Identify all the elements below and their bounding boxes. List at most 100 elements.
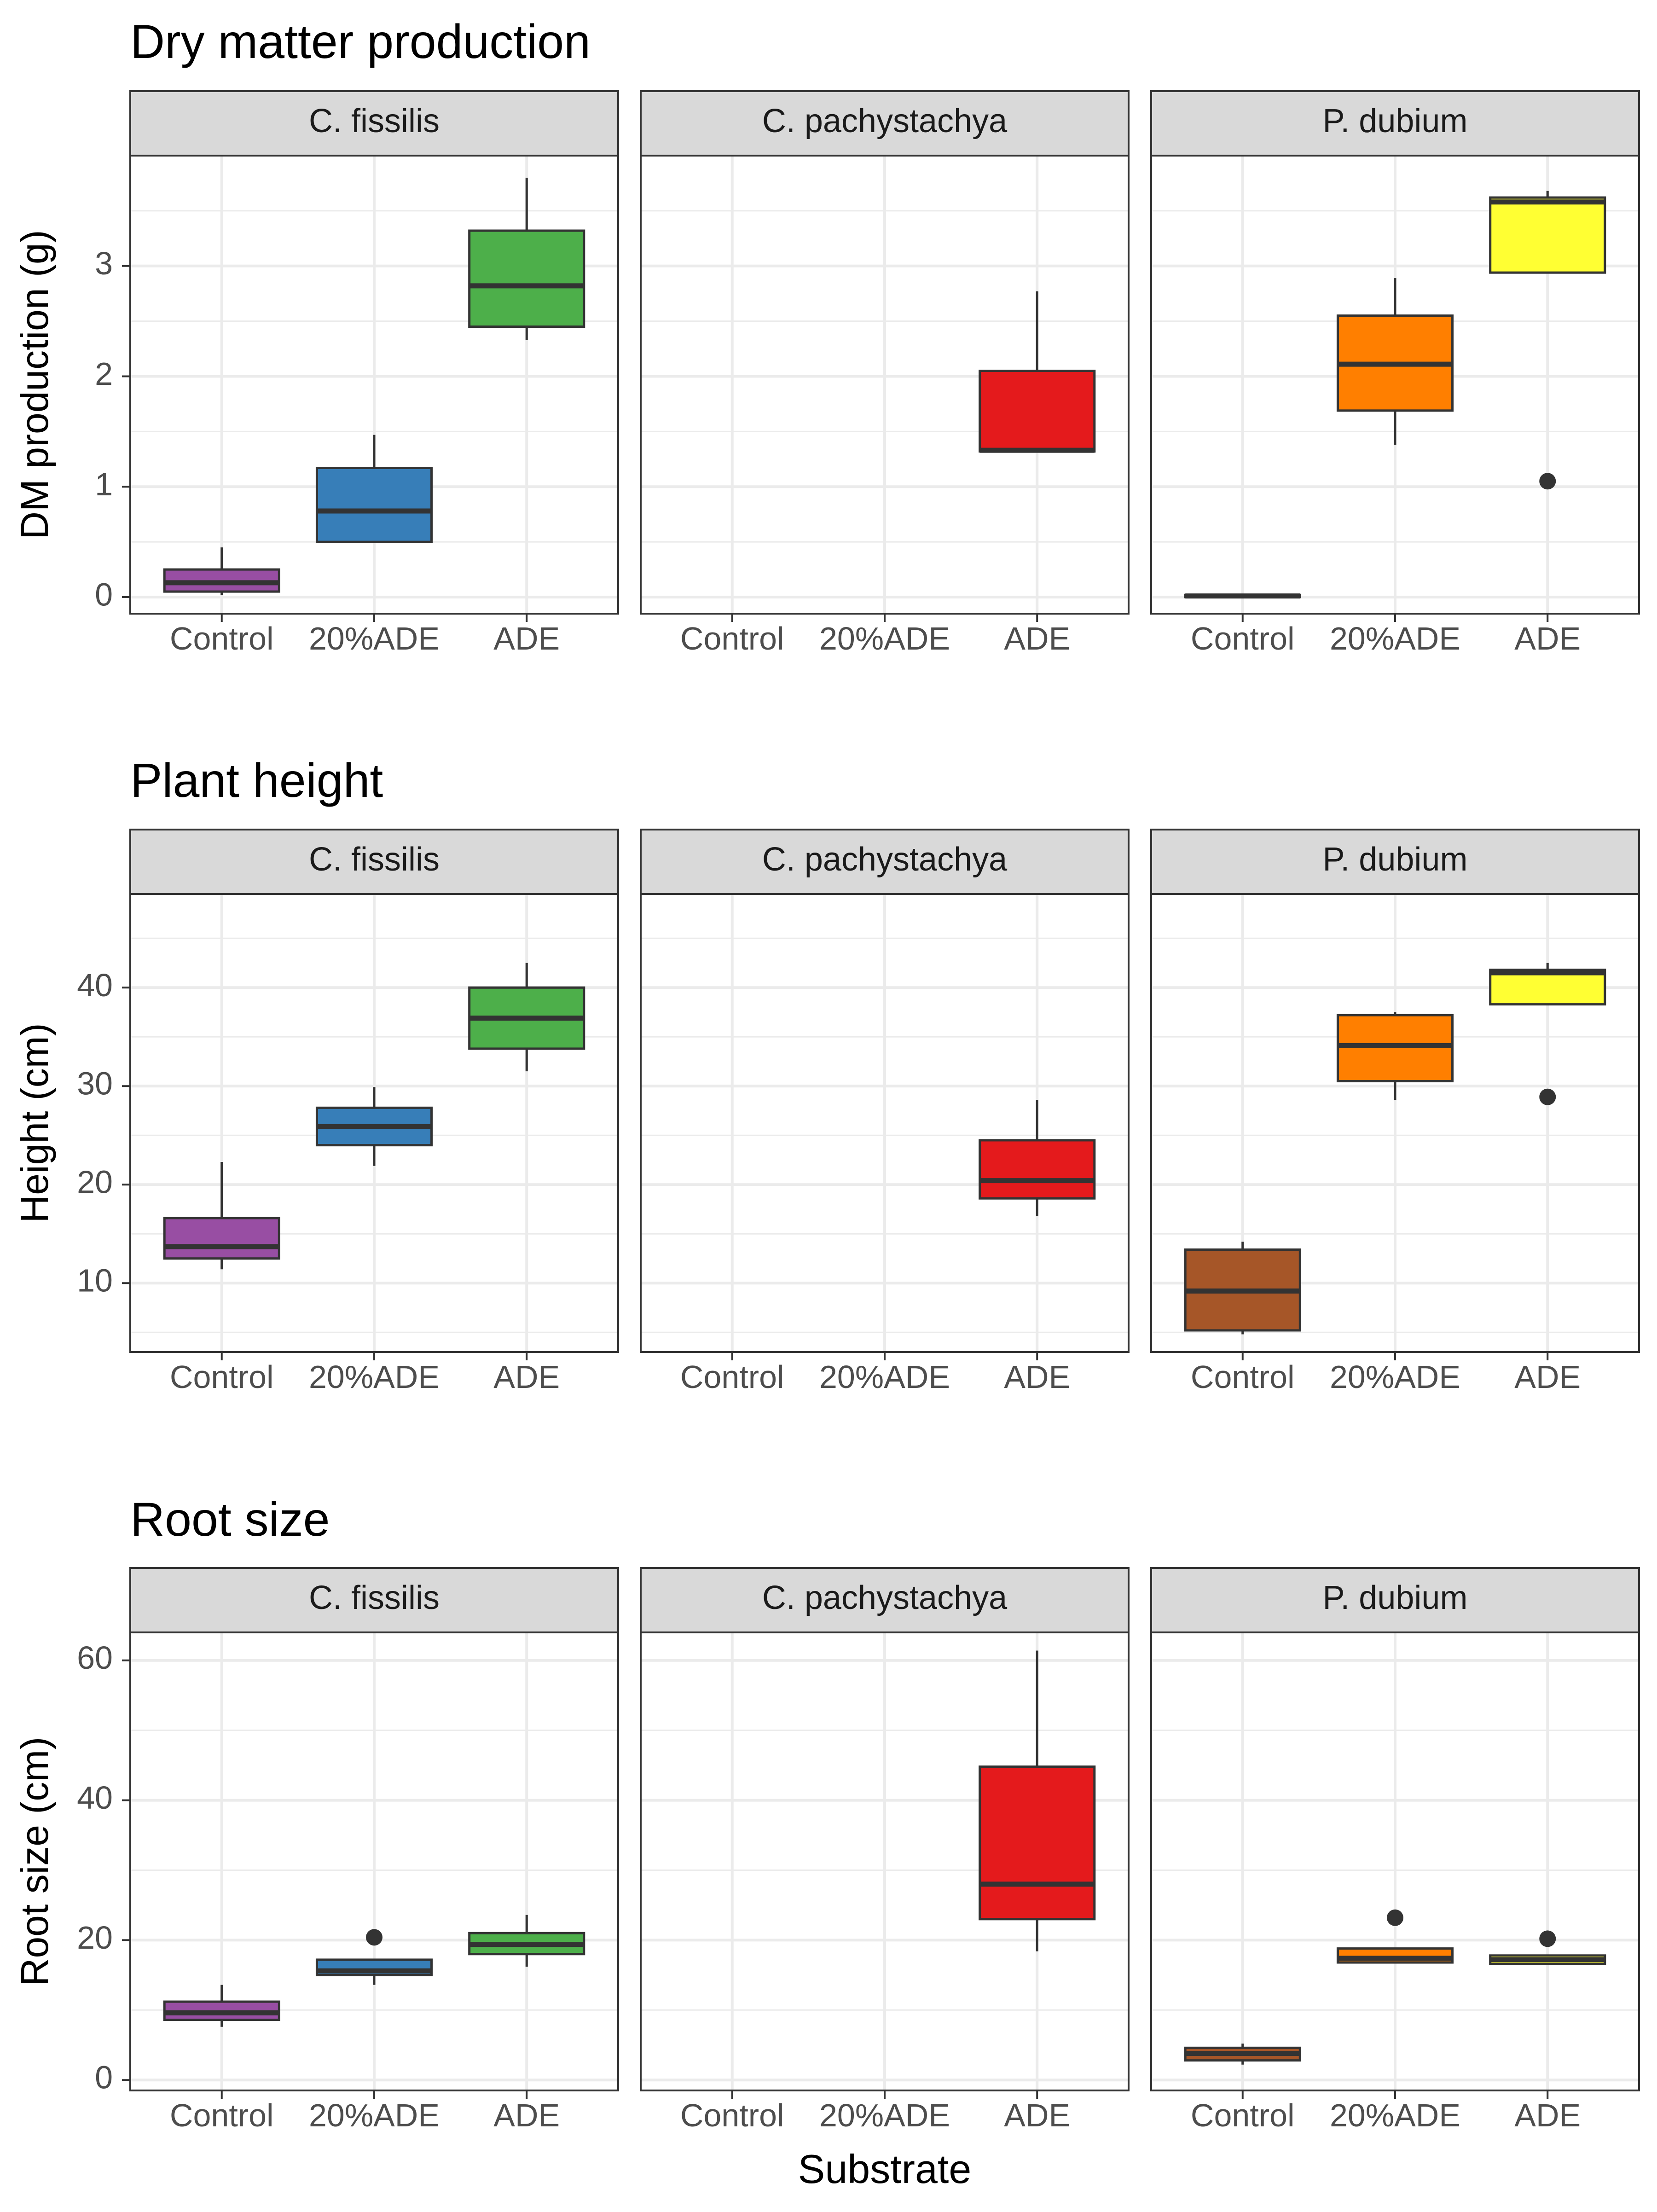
facet-panel: P. dubium Control 20%ADE ADE: [1150, 1567, 1640, 2133]
facet-panel: P. dubium Control 20%ADE ADE: [1150, 829, 1640, 1395]
facet-panel: C. fissilis Control 20%ADE ADE: [129, 90, 619, 656]
y-tick-label: 40: [77, 1780, 113, 1816]
boxplot-20pctade: [315, 1087, 433, 1166]
x-tick-label: 20%ADE: [309, 1359, 440, 1395]
boxplot-control: [1184, 1242, 1301, 1335]
boxplot-control: [163, 547, 280, 595]
chart-row-1: Plant height Height (cm) 10 20 30 40 C. fissil…: [13, 754, 1640, 1395]
box-iqr: [1489, 196, 1606, 274]
y-axis-label: Root size (cm): [13, 1737, 56, 1986]
facet-strip-label: C. pachystachya: [762, 841, 1008, 878]
facet-panel: C. pachystachya Control 20%ADE ADE: [640, 90, 1130, 656]
chart-title: Dry matter production: [130, 15, 591, 69]
box-iqr: [315, 467, 433, 543]
facet-panel: C. pachystachya Control 20%ADE ADE: [640, 1567, 1130, 2133]
x-tick-label: ADE: [493, 2097, 560, 2133]
facet-strip: [129, 90, 619, 157]
facet-strip-label: C. fissilis: [309, 841, 440, 878]
facet-panel: P. dubium Control 20%ADE ADE: [1150, 90, 1640, 656]
x-tick-label: 20%ADE: [309, 621, 440, 656]
facet-strip: [640, 90, 1130, 157]
x-tick-label: ADE: [1004, 1359, 1070, 1395]
x-tick-label: Control: [680, 1359, 784, 1395]
chart-row-0: Dry matter production DM production (g) 0 1…: [13, 15, 1640, 656]
chart-row-2: Root size Root size (cm) 0 20 40 60 C. fissili…: [13, 1493, 1640, 2133]
x-tick-label: ADE: [1004, 2097, 1070, 2133]
facet-panel: C. fissilis Control 20%ADE ADE: [129, 1567, 619, 2133]
boxplot-20pctade: [315, 1929, 433, 1985]
boxplot-ade: [468, 1915, 585, 1967]
y-tick-label: 0: [95, 2060, 113, 2096]
outlier-point: [1539, 1930, 1556, 1947]
y-tick-label: 40: [77, 967, 113, 1003]
outlier-point: [1539, 473, 1556, 490]
facet-strip: [1150, 829, 1640, 895]
facet-strip: [640, 1567, 1130, 1633]
boxplot-ade: [1489, 1930, 1606, 1965]
box-iqr: [1489, 969, 1606, 1006]
outlier-point: [1387, 1909, 1403, 1926]
x-tick-label: ADE: [1514, 1359, 1581, 1395]
y-tick-label: 10: [77, 1263, 113, 1299]
chart-title: Root size: [130, 1493, 330, 1546]
boxplot-control: [1184, 2044, 1301, 2065]
x-tick-label: 20%ADE: [1330, 1359, 1460, 1395]
facet-strip: [129, 1567, 619, 1633]
boxplot-control: [163, 1985, 280, 2027]
y-axis-label: DM production (g): [13, 230, 56, 539]
facet-strip: [640, 829, 1130, 895]
x-tick-label: 20%ADE: [819, 1359, 950, 1395]
boxplot-ade: [1489, 963, 1606, 1105]
y-axis-label: Height (cm): [13, 1023, 56, 1223]
y-tick-label: 20: [77, 1920, 113, 1956]
facet-strip-label: C. pachystachya: [762, 1579, 1008, 1616]
boxplot-control: [163, 1162, 280, 1270]
x-tick-label: 20%ADE: [819, 621, 950, 656]
x-tick-label: 20%ADE: [819, 2097, 950, 2133]
box-iqr: [163, 1217, 280, 1260]
boxplot-control: [1184, 593, 1301, 599]
facet-strip: [1150, 1567, 1640, 1633]
x-tick-label: Control: [170, 621, 274, 656]
facet-strip-label: P. dubium: [1323, 103, 1468, 139]
boxplot-ade: [979, 1100, 1096, 1216]
outlier-point: [366, 1929, 382, 1946]
y-tick-label: 0: [95, 577, 113, 613]
box-iqr: [468, 229, 585, 328]
facet-panel: C. fissilis Control 20%ADE ADE: [129, 829, 619, 1395]
y-tick-label: 2: [95, 356, 113, 392]
x-axis-title: Substrate: [798, 2146, 972, 2192]
boxplot-20pctade: [315, 435, 433, 543]
chart-title: Plant height: [130, 754, 383, 807]
x-tick-label: Control: [170, 2097, 274, 2133]
box-iqr: [979, 1139, 1096, 1200]
x-tick-label: 20%ADE: [1330, 2097, 1460, 2133]
y-tick-label: 20: [77, 1164, 113, 1200]
x-tick-label: 20%ADE: [309, 2097, 440, 2133]
x-tick-label: Control: [170, 1359, 274, 1395]
box-iqr: [979, 1765, 1096, 1921]
boxplot-ade: [979, 1650, 1096, 1951]
x-tick-label: Control: [680, 621, 784, 656]
facet-strip-label: P. dubium: [1323, 841, 1468, 878]
x-tick-label: Control: [1191, 2097, 1295, 2133]
facet-strip-label: P. dubium: [1323, 1579, 1468, 1616]
x-tick-label: 20%ADE: [1330, 621, 1460, 656]
boxplot-20pctade: [1336, 1012, 1454, 1100]
box-iqr: [979, 370, 1096, 453]
boxplot-ade: [468, 177, 585, 340]
x-tick-label: Control: [680, 2097, 784, 2133]
x-tick-label: ADE: [493, 621, 560, 656]
boxplot-ade: [979, 291, 1096, 453]
y-tick-label: 3: [95, 245, 113, 281]
x-tick-label: ADE: [1514, 2097, 1581, 2133]
y-tick-label: 60: [77, 1640, 113, 1676]
x-tick-label: Control: [1191, 1359, 1295, 1395]
boxplot-ade: [1489, 191, 1606, 490]
facet-strip-label: C. fissilis: [309, 103, 440, 139]
x-tick-label: Control: [1191, 621, 1295, 656]
outlier-point: [1539, 1088, 1556, 1105]
facet-strip: [129, 829, 619, 895]
facet-strip-label: C. fissilis: [309, 1579, 440, 1616]
